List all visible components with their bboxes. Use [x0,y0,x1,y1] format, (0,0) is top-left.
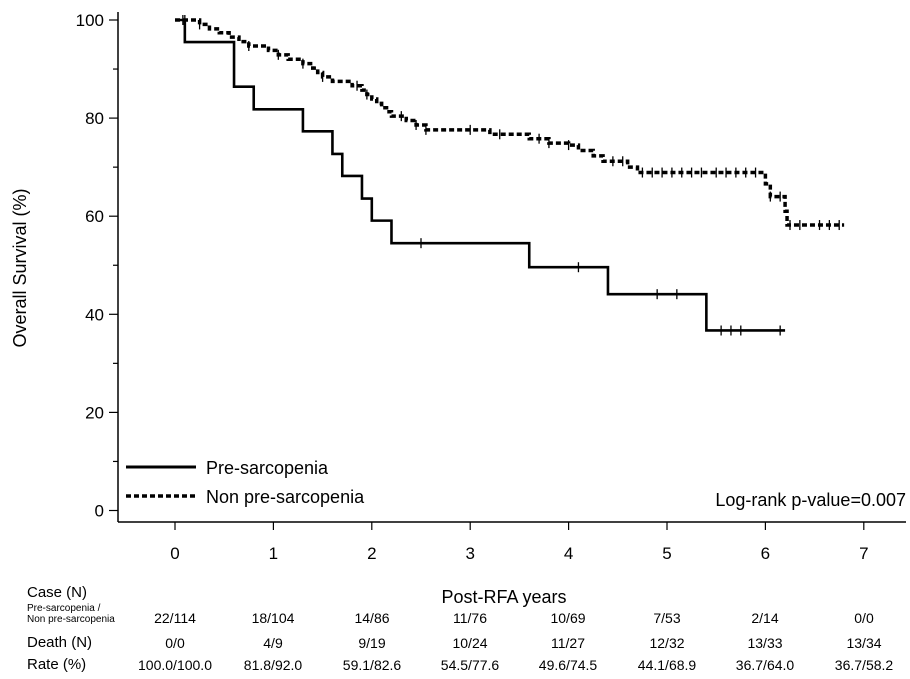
ticks: 0 20 40 60 80 100 0 1 2 3 4 5 6 7 [76,11,869,563]
rate-cell: 59.1/82.6 [342,657,402,673]
death-cell: 13/33 [747,635,783,651]
case-cell: 11/76 [453,610,487,626]
death-cell: 10/24 [452,635,488,651]
rate-row-label: Rate (%) [27,656,87,673]
y-tick-label: 60 [85,207,104,226]
group-label-line2: Non pre-sarcopenia [27,614,115,625]
x-axis-label: Post-RFA years [441,587,567,607]
series-line-non-pre-sarcopenia [175,18,845,227]
death-cell: 11/27 [551,635,585,651]
rate-cell: 44.1/68.9 [637,657,697,673]
case-cell: 7/53 [653,610,681,626]
case-cell: 18/104 [251,610,295,626]
group-label-line1: Pre-sarcopenia / [27,603,101,614]
rate-cell: 36.7/58.2 [834,657,894,673]
y-tick-label: 0 [95,502,104,521]
y-tick-label: 20 [85,403,104,422]
case-cell: 0/0 [854,610,874,626]
x-tick-label: 2 [367,544,376,563]
series [175,15,845,336]
axes [117,12,906,523]
death-cell: 0/0 [165,635,185,651]
x-tick-label: 4 [564,544,573,563]
death-cell: 12/32 [649,635,685,651]
y-tick-label: 100 [76,11,104,30]
death-cell: 9/19 [358,635,386,651]
death-cell: 4/9 [263,635,283,651]
rate-cell: 100.0/100.0 [138,657,212,673]
y-tick-label: 40 [85,305,104,324]
rate-cell: 81.8/92.0 [243,657,303,673]
legend-label: Non pre-sarcopenia [206,487,365,507]
y-tick-label: 80 [85,109,104,128]
death-row-label: Death (N) [27,634,93,651]
death-cell: 13/34 [846,635,882,651]
case-cell: 10/69 [550,610,586,626]
case-row-label: Case (N) [27,584,88,601]
survival-chart: 0 20 40 60 80 100 0 1 2 3 4 5 6 7 Pre-sarcopenia Non p… [10,11,906,563]
case-cell: 22/114 [154,610,196,626]
legend-label: Pre-sarcopenia [206,458,329,478]
log-rank-annotation: Log-rank p-value=0.007 [715,490,906,510]
x-tick-label: 7 [859,544,868,563]
case-cell: 2/14 [751,610,779,626]
rate-cell: 54.5/77.6 [440,657,500,673]
x-tick-label: 3 [465,544,474,563]
legend: Pre-sarcopenia Non pre-sarcopenia [126,458,365,507]
x-tick-label: 5 [662,544,671,563]
x-tick-label: 6 [761,544,770,563]
case-cell: 14/86 [354,610,390,626]
rate-cell: 36.7/64.0 [735,657,795,673]
series-line-pre-sarcopenia [175,18,786,332]
x-tick-label: 0 [170,544,179,563]
y-axis-label: Overall Survival (%) [10,188,30,347]
rate-cell: 49.6/74.5 [538,657,598,673]
x-tick-label: 1 [269,544,278,563]
